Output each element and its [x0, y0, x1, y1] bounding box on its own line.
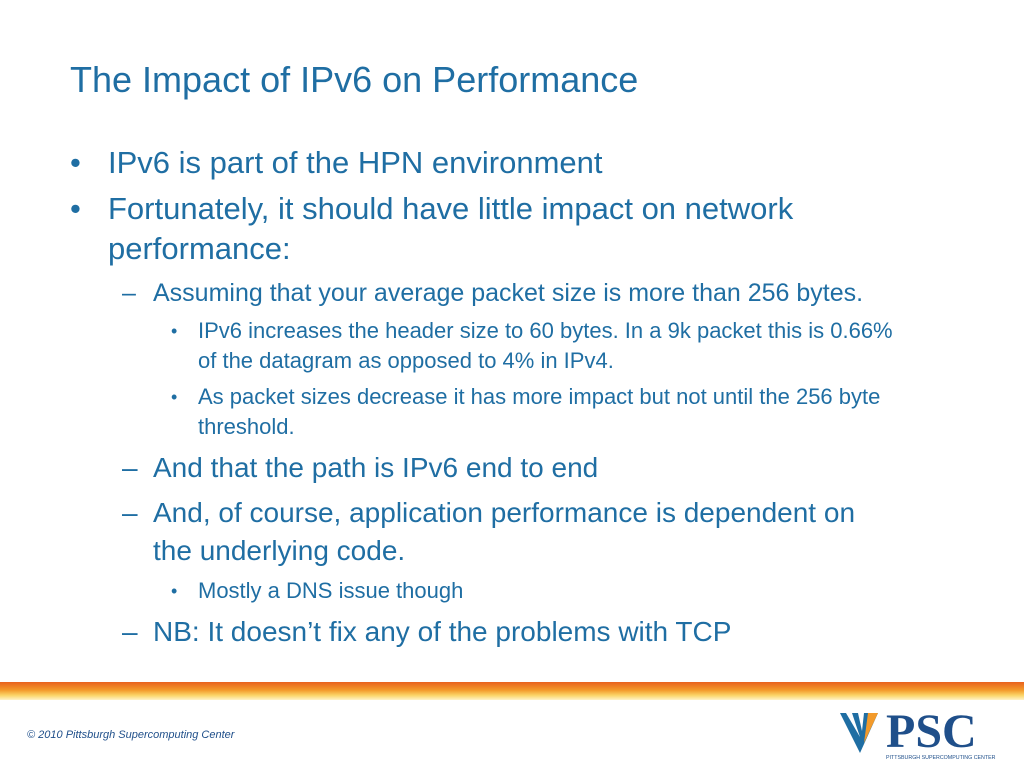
bullet-text: Assuming that your average packet size i… [153, 279, 864, 307]
bullet-marker: – [122, 452, 138, 483]
bullet-item: • IPv6 increases the header size to 60 by… [171, 316, 893, 376]
bullet-marker: – [122, 616, 138, 647]
bullet-text: NB: It doesn’t fix any of the problems w… [153, 616, 732, 647]
logo-subtitle: PITTSBURGH SUPERCOMPUTING CENTER [886, 755, 996, 761]
bullet-list: • IPv6 is part of the HPN environment • For… [0, 137, 1024, 651]
bullet-text: IPv6 increases the header size to 60 byt… [198, 318, 893, 373]
bullet-item: – And, of course, application performance… [122, 494, 895, 606]
bullet-marker: • [70, 191, 81, 226]
bullet-text: IPv6 is part of the HPN environment [108, 145, 603, 180]
bullet-item: – Assuming that your average packet size … [122, 277, 895, 442]
slide-title: The Impact of IPv6 on Performance [70, 59, 639, 100]
bullet-item: – NB: It doesn’t fix any of the problems … [122, 613, 895, 651]
bullet-text: As packet sizes decrease it has more imp… [198, 384, 881, 439]
bullet-text: And that the path is IPv6 end to end [153, 452, 599, 483]
logo: PSC PITTSBURGH SUPERCOMPUTING CENTER [840, 707, 996, 761]
bullet-item: • Mostly a DNS issue though [171, 576, 893, 606]
bullet-text: Mostly a DNS issue though [198, 578, 464, 603]
bullet-marker: • [70, 145, 81, 180]
bullet-item: • IPv6 is part of the HPN environment [70, 143, 880, 183]
footer: © 2010 Pittsburgh Supercomputing Center [27, 729, 235, 741]
bullet-marker: • [171, 581, 178, 601]
decor-band [0, 682, 1024, 700]
bullet-text: And, of course, application performance … [153, 497, 856, 566]
bullet-marker: – [122, 279, 136, 307]
bullet-text: Fortunately, it should have little impac… [108, 191, 794, 266]
bullet-item: • Fortunately, it should have little impa… [70, 189, 893, 651]
bullet-item: • As packet sizes decrease it has more im… [171, 382, 893, 442]
bullet-item: – And that the path is IPv6 end to end [122, 449, 895, 487]
logo-name: PSC [886, 707, 977, 758]
bullet-marker: • [171, 321, 178, 341]
bullet-marker: – [122, 497, 138, 528]
bullet-marker: • [171, 387, 178, 407]
